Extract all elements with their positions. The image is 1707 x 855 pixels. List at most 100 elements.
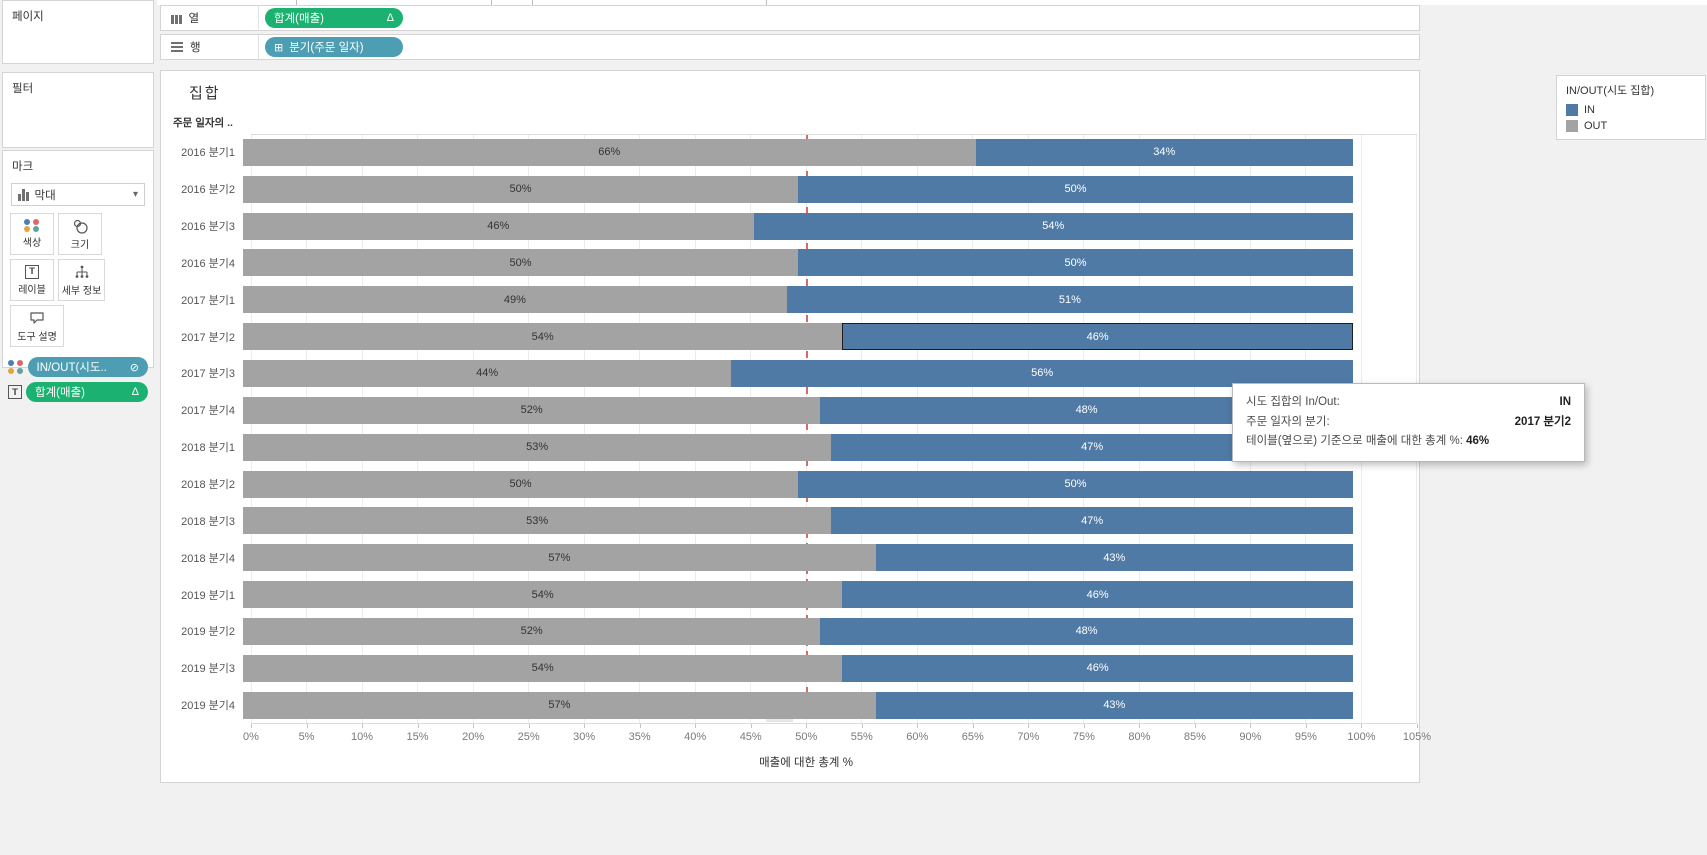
table-row: 2019 분기4 57% 43% [173, 687, 1417, 724]
bar-value-label: 51% [1058, 293, 1081, 306]
bar-segment-in[interactable]: 48% [820, 617, 1353, 645]
bar-segment-in[interactable]: 46% [842, 581, 1353, 609]
bar-segment-in[interactable]: 47% [831, 507, 1353, 535]
color-legend[interactable]: IN/OUT(시도 집합) IN OUT [1556, 75, 1706, 140]
row-label[interactable]: 2017 분기2 [181, 331, 235, 344]
color-button[interactable]: 색상 [10, 213, 54, 255]
row-field-header: 주문 일자의 .. [173, 117, 233, 129]
bar-segment-in[interactable]: 46% [842, 323, 1353, 351]
x-tick-label: 25% [517, 731, 540, 743]
legend-item-in[interactable]: IN [1566, 104, 1696, 116]
bar-segment-out[interactable]: 44% [243, 359, 732, 387]
bar-segment-in[interactable]: 43% [875, 691, 1353, 719]
x-tick-label: 60% [906, 731, 929, 743]
x-tick-label: 40% [684, 731, 707, 743]
table-row: 2017 분기1 49% 51% [173, 281, 1417, 318]
row-label[interactable]: 2019 분기2 [181, 626, 235, 639]
row-label[interactable]: 2017 분기3 [181, 368, 235, 381]
bar-segment-out[interactable]: 52% [243, 617, 821, 645]
bar-value-label: 47% [1081, 514, 1104, 527]
row-label[interactable]: 2018 분기3 [181, 515, 235, 528]
rows-shelf-label: 행 [190, 42, 201, 54]
row-label[interactable]: 2018 분기4 [181, 552, 235, 565]
tooltip-button[interactable]: 도구 설명 [10, 305, 64, 347]
bar-segment-out[interactable]: 46% [243, 212, 754, 240]
bar-segment-out[interactable]: 57% [243, 544, 876, 572]
x-tick-mark [861, 724, 863, 728]
bar-segment-in[interactable]: 50% [798, 470, 1353, 498]
reference-line[interactable] [805, 135, 808, 723]
bar-segment-out[interactable]: 50% [243, 175, 798, 203]
bar-segment-out[interactable]: 52% [243, 396, 821, 424]
row-label[interactable]: 2017 분기4 [181, 405, 235, 418]
x-tick-mark [806, 724, 808, 728]
row-label[interactable]: 2016 분기1 [181, 147, 235, 160]
pages-shelf[interactable]: 페이지 [2, 0, 154, 64]
row-label[interactable]: 2016 분기3 [181, 221, 235, 234]
gridline [972, 135, 974, 723]
bar-segment-out[interactable]: 54% [243, 581, 843, 609]
bar-segment-in[interactable]: 46% [842, 654, 1353, 682]
bar-segment-in[interactable]: 56% [731, 359, 1353, 387]
row-label[interactable]: 2019 분기1 [181, 589, 235, 602]
row-label[interactable]: 2016 분기2 [181, 184, 235, 197]
bar-segment-in[interactable]: 54% [753, 212, 1353, 240]
row-label[interactable]: 2016 분기4 [181, 257, 235, 270]
stacked-bar: 52% 48% [243, 617, 1353, 645]
color-icon [8, 360, 24, 374]
delta-icon: Δ [386, 12, 394, 24]
bar-segment-out[interactable]: 53% [243, 433, 832, 461]
stacked-bar: 54% 46% [243, 323, 1353, 351]
row-label[interactable]: 2018 분기1 [181, 442, 235, 455]
columns-pill-sales[interactable]: 합계(매출) Δ [265, 8, 403, 28]
bar-segment-out[interactable]: 66% [243, 138, 976, 166]
bar-segment-in[interactable]: 50% [798, 249, 1353, 277]
bar-segment-out[interactable]: 53% [243, 507, 832, 535]
bar-segment-out[interactable]: 54% [243, 323, 843, 351]
bar-segment-out[interactable]: 50% [243, 470, 798, 498]
row-label[interactable]: 2018 분기2 [181, 479, 235, 492]
legend-item-out[interactable]: OUT [1566, 120, 1696, 132]
row-label[interactable]: 2019 분기4 [181, 700, 235, 713]
mark-type-dropdown[interactable]: 막대 ▾ [11, 183, 145, 206]
bar-segment-out[interactable]: 57% [243, 691, 876, 719]
bar-segment-in[interactable]: 51% [786, 286, 1353, 314]
columns-shelf[interactable]: 열 합계(매출) Δ [160, 5, 1420, 31]
x-tick-mark [1305, 724, 1307, 728]
x-tick-mark [1139, 724, 1141, 728]
x-tick-label: 65% [961, 731, 984, 743]
bar-segment-in[interactable]: 34% [975, 138, 1353, 166]
stacked-bar: 49% 51% [243, 286, 1353, 314]
x-tick-mark [1083, 724, 1085, 728]
x-tick-mark [750, 724, 752, 728]
x-axis[interactable]: 0% 5% 10% 15% 20% 25% 30% 35% 40% 45% 50% 55% 60% 65%… [243, 724, 1431, 750]
size-button[interactable]: 크기 [58, 213, 102, 255]
x-axis-title: 매출에 대한 총계 % [759, 757, 853, 769]
bar-value-label: 46% [1086, 330, 1109, 343]
filters-shelf[interactable]: 필터 [2, 72, 154, 148]
bar-segment-out[interactable]: 49% [243, 286, 787, 314]
marks-pill-inout[interactable]: IN/OUT(시도.. ⊘ [27, 357, 148, 377]
x-tick-label: 50% [795, 731, 818, 743]
bar-segment-in[interactable]: 50% [798, 175, 1353, 203]
expand-icon: ⊞ [274, 41, 284, 54]
stacked-bar: 52% 48% [243, 396, 1353, 424]
rows-shelf[interactable]: 행 ⊞ 분기(주문 일자) [160, 34, 1420, 60]
x-tick-mark [639, 724, 641, 728]
row-label[interactable]: 2017 분기1 [181, 294, 235, 307]
bar-segment-out[interactable]: 50% [243, 249, 798, 277]
bar-value-label: 54% [531, 330, 554, 343]
table-row: 2017 분기2 54% 46% [173, 318, 1417, 355]
bar-segment-out[interactable]: 54% [243, 654, 843, 682]
table-row: 2018 분기3 53% 47% [173, 502, 1417, 539]
label-button[interactable]: T 레이블 [10, 259, 54, 301]
rows-pill-quarter[interactable]: ⊞ 분기(주문 일자) [265, 37, 403, 57]
bar-segment-in[interactable]: 43% [875, 544, 1353, 572]
gridline [916, 135, 918, 723]
bar-value-label: 48% [1075, 404, 1098, 417]
row-label[interactable]: 2019 분기3 [181, 663, 235, 676]
gridline [528, 135, 530, 723]
detail-button[interactable]: 세부 정보 [58, 259, 105, 301]
marks-pill-sales[interactable]: 합계(매출) Δ [26, 382, 148, 402]
columns-icon [171, 12, 182, 24]
